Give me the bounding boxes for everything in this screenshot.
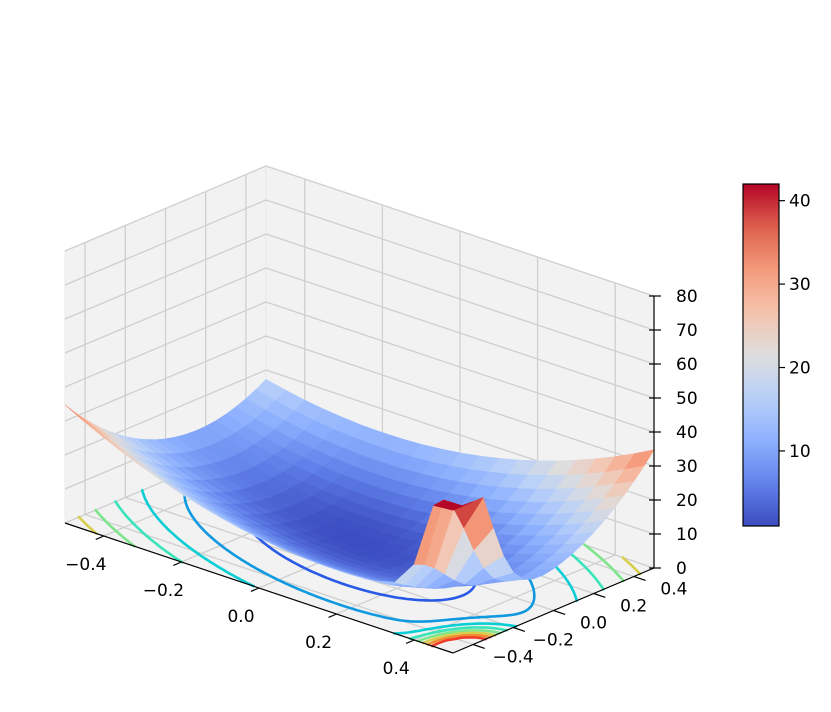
x-tick-mark xyxy=(405,639,415,644)
grid-back-z xyxy=(265,267,655,399)
grid-left-z xyxy=(64,233,267,320)
z-tick-label: 20 xyxy=(676,491,698,511)
colorbar-tick-label: 40 xyxy=(789,192,811,212)
colorbar: 10 20 30 40 xyxy=(742,183,811,527)
x-tick-mark xyxy=(250,587,260,592)
z-tick-label: 50 xyxy=(676,389,698,409)
z-tick-label: 10 xyxy=(676,525,698,545)
surface-mesh xyxy=(64,379,655,589)
grid-back-z xyxy=(265,233,655,365)
grid-back-z xyxy=(265,301,655,433)
y-axis-ticks: −0.4−0.2 0.0 0.2 0.4 xyxy=(472,575,687,668)
z-tick-label: 40 xyxy=(676,423,698,443)
y-tick-mark xyxy=(472,643,485,649)
y-tick-mark xyxy=(593,592,606,598)
x-tick-label: 0.2 xyxy=(305,633,332,653)
grid-left-z xyxy=(64,301,267,388)
y-tick-label: −0.2 xyxy=(533,631,574,651)
x-tick-mark xyxy=(173,561,182,566)
grid-left-z xyxy=(64,335,267,422)
grid-back-z xyxy=(265,335,655,467)
y-tick-label: −0.4 xyxy=(492,648,533,668)
z-tick-label: 60 xyxy=(676,355,698,375)
surface-patch xyxy=(432,499,464,511)
x-tick-label: −0.2 xyxy=(143,581,184,601)
y-tick-label: 0.2 xyxy=(620,597,647,617)
y-tick-mark xyxy=(513,626,526,632)
x-tick-label: −0.4 xyxy=(65,555,106,575)
colorbar-gradient xyxy=(742,183,780,527)
colorbar-tick-label: 30 xyxy=(789,275,811,295)
y-tick-mark xyxy=(633,575,646,581)
z-tick-label: 0 xyxy=(676,559,687,579)
grid-left-z xyxy=(64,369,267,456)
x-tick-label: 0.4 xyxy=(383,659,410,679)
z-tick-label: 80 xyxy=(676,287,698,307)
x-tick-mark xyxy=(95,535,105,540)
x-axis-ticks: −0.4 −0.2 0.0 0.2 0.4 xyxy=(65,535,415,679)
z-tick-label: 30 xyxy=(676,457,698,477)
y-tick-label: 0.0 xyxy=(580,614,607,634)
y-tick-label: 0.4 xyxy=(660,580,687,600)
y-tick-mark xyxy=(553,609,566,615)
x-tick-mark xyxy=(328,613,337,618)
contour-level-30 xyxy=(77,515,642,645)
colorbar-tick-label: 20 xyxy=(789,359,811,379)
contour-level-40 xyxy=(431,636,488,648)
contour-level-35 xyxy=(426,633,492,646)
colorbar-tick-label: 10 xyxy=(789,442,811,462)
grid-back-z xyxy=(265,199,655,331)
grid-left-z xyxy=(64,267,267,354)
x-tick-label: 0.0 xyxy=(227,607,254,627)
z-axis-ticks: 0 10 20 30 40 50 60 70 80 xyxy=(649,287,698,579)
grid-left-z xyxy=(64,165,267,252)
grid-back-z xyxy=(265,165,655,297)
z-tick-label: 70 xyxy=(676,321,698,341)
grid-left-z xyxy=(64,199,267,286)
